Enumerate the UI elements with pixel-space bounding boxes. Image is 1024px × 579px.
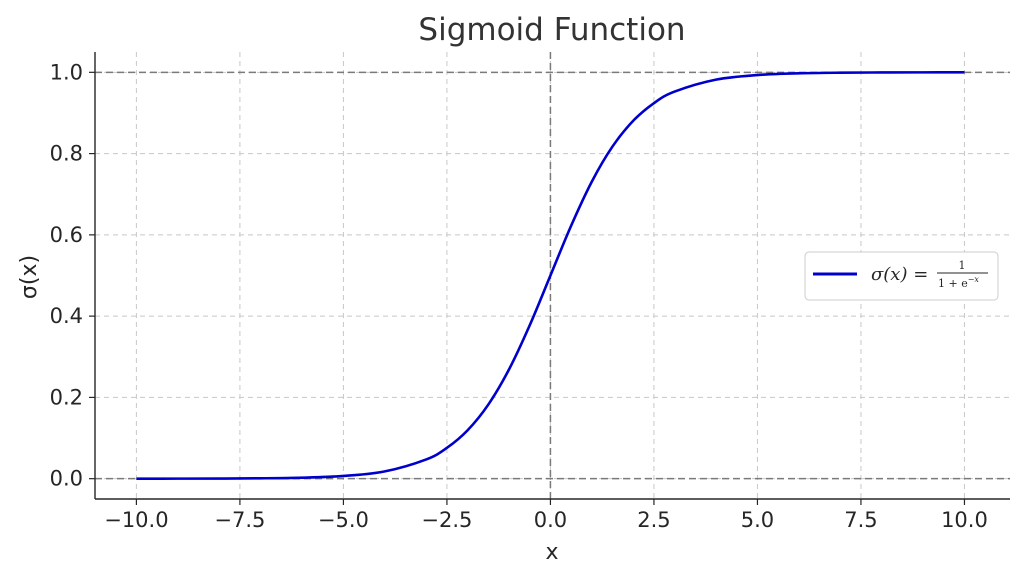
y-axis-label: σ(x) bbox=[17, 255, 42, 299]
x-axis-ticks: −10.0 −7.5 −5.0 −2.5 0.0 2.5 5.0 7.5 10.0 bbox=[104, 499, 988, 532]
plot-spines bbox=[94, 52, 1010, 500]
y-tick-label-1: 0.2 bbox=[50, 385, 83, 409]
x-tick-label-5: 2.5 bbox=[637, 508, 670, 532]
grid-lines bbox=[95, 52, 1010, 499]
legend-denominator-base: 1 + e bbox=[938, 277, 968, 290]
x-tick-label-7: 7.5 bbox=[844, 508, 877, 532]
chart-title: Sigmoid Function bbox=[418, 12, 685, 48]
x-tick-label-8: 10.0 bbox=[941, 508, 988, 532]
legend-box bbox=[804, 251, 999, 301]
x-tick-label-4: 0.0 bbox=[534, 508, 567, 532]
x-tick-label-1: −7.5 bbox=[214, 508, 265, 532]
y-axis-ticks: 0.0 0.2 0.4 0.6 0.8 1.0 bbox=[50, 60, 95, 491]
x-tick-label-0: −10.0 bbox=[104, 508, 168, 532]
y-tick-label-0: 0.0 bbox=[50, 467, 83, 491]
legend-denominator-exponent: −x bbox=[968, 275, 980, 284]
x-axis-label: x bbox=[545, 540, 558, 565]
y-tick-label-4: 0.8 bbox=[50, 142, 83, 166]
y-tick-label-3: 0.6 bbox=[50, 223, 83, 247]
x-tick-label-2: −5.0 bbox=[318, 508, 369, 532]
series-layer bbox=[136, 71, 965, 480]
x-tick-label-3: −2.5 bbox=[421, 508, 472, 532]
y-tick-label-5: 1.0 bbox=[50, 60, 83, 84]
legend-sigma-label: σ(x) = bbox=[871, 264, 928, 285]
legend-denominator: 1 + e−x bbox=[938, 275, 979, 290]
legend-numerator: 1 bbox=[959, 259, 966, 272]
x-tick-label-6: 5.0 bbox=[741, 508, 774, 532]
legend: σ(x) = 1 1 + e−x bbox=[804, 251, 999, 301]
series-line-0 bbox=[136, 71, 965, 480]
y-tick-label-2: 0.4 bbox=[50, 304, 83, 328]
